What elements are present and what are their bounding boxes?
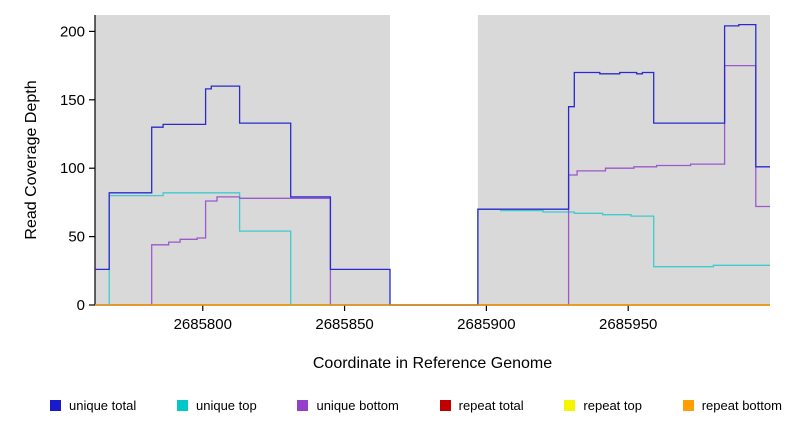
y-tick-label: 100 <box>60 160 85 177</box>
legend-swatch-repeat-top <box>564 400 576 411</box>
x-axis-title: Coordinate in Reference Genome <box>312 355 553 372</box>
y-tick-label: 0 <box>77 297 85 314</box>
x-tick-label: 2685950 <box>599 316 657 333</box>
legend-item-unique-bottom: unique bottom <box>297 398 399 413</box>
legend-swatch-repeat-bottom <box>682 400 694 411</box>
legend-item-repeat-bottom: repeat bottom <box>682 398 782 413</box>
y-axis-title: Read Coverage Depth <box>23 80 40 240</box>
legend-label: unique total <box>69 398 137 413</box>
legend-label: repeat top <box>583 398 642 413</box>
legend-swatch-unique-top <box>176 400 188 411</box>
shaded-region <box>95 15 390 305</box>
legend-item-repeat-top: repeat top <box>564 398 642 413</box>
legend-swatch-unique-total <box>50 400 61 411</box>
series-line-unique-top <box>95 192 770 306</box>
legend-label: unique top <box>195 398 257 413</box>
legend-label: unique bottom <box>316 398 399 413</box>
legend-item-unique-top: unique top <box>176 398 257 413</box>
y-tick-label: 150 <box>60 92 85 109</box>
x-tick-label: 2685800 <box>174 316 232 333</box>
x-tick-label: 2685850 <box>315 316 373 333</box>
series-line-unique-total <box>95 23 770 306</box>
y-tick-label: 50 <box>68 229 85 246</box>
legend-item-repeat-total: repeat total <box>439 398 524 413</box>
legend-swatch-unique-bottom <box>297 400 309 411</box>
legend-item-unique-total: unique total <box>50 398 136 413</box>
coverage-chart-canvas: 2685800 2685850 2685900 2685950 0 50 100 150 200 <box>60 15 770 333</box>
legend-swatch-repeat-total <box>439 400 451 411</box>
legend-label: repeat bottom <box>701 398 782 413</box>
x-tick-label: 2685900 <box>457 316 515 333</box>
legend-label: repeat total <box>458 398 524 413</box>
y-tick-label: 200 <box>60 23 85 40</box>
legend: unique total unique top unique bottom repea… <box>50 398 782 413</box>
shaded-region <box>477 15 770 305</box>
